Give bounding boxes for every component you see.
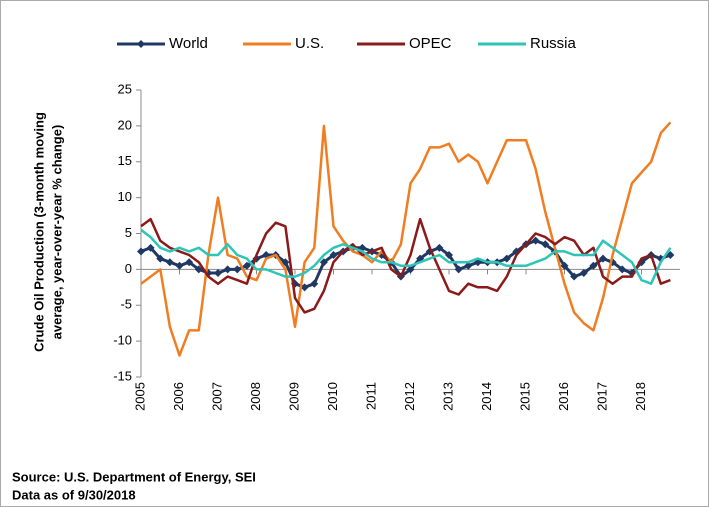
series-marker	[589, 261, 598, 270]
series-marker	[300, 283, 309, 292]
legend-label: U.S.	[295, 35, 324, 52]
y-tick-label: -5	[120, 297, 132, 312]
series-line	[140, 121, 672, 357]
y-tick-label: -15	[113, 368, 132, 383]
x-tick-label: 2005	[132, 382, 147, 411]
series-marker	[242, 261, 251, 270]
y-axis-label: average, year-over-year % change)	[49, 125, 64, 340]
y-tick-label: 15	[118, 153, 132, 168]
series-marker	[233, 265, 242, 274]
source-note: Data as of 9/30/2018	[12, 487, 136, 502]
series-marker	[175, 261, 184, 270]
series-marker	[445, 251, 453, 260]
series-marker	[599, 254, 607, 263]
series-marker	[541, 240, 550, 249]
y-tick-label: 25	[118, 81, 132, 96]
series-marker	[137, 247, 145, 256]
x-tick-label: 2010	[325, 382, 340, 411]
series-marker	[570, 272, 579, 281]
series-marker	[329, 251, 338, 260]
series-marker	[146, 243, 155, 252]
legend-label: World	[169, 35, 208, 52]
series-marker	[223, 265, 232, 274]
series-marker	[531, 236, 540, 245]
x-tick-label: 2011	[363, 382, 378, 410]
y-tick-label: 20	[118, 117, 132, 132]
source-note: Source: U.S. Department of Energy, SEI	[12, 469, 256, 484]
series-marker	[560, 261, 569, 270]
y-tick-label: -10	[113, 333, 132, 348]
y-axis-label: Crude Oil Production (3-month moving	[31, 112, 46, 352]
y-tick-label: 5	[125, 225, 132, 240]
x-tick-label: 2006	[171, 382, 186, 411]
x-tick-label: 2014	[479, 382, 494, 411]
series-marker	[185, 258, 194, 267]
series-marker	[579, 268, 588, 277]
x-tick-label: 2012	[402, 382, 417, 411]
x-tick-label: 2009	[286, 382, 301, 411]
series-marker	[618, 265, 627, 274]
y-tick-label: 0	[125, 261, 132, 276]
series-marker	[454, 265, 463, 274]
x-tick-label: 2016	[556, 382, 571, 411]
x-tick-label: 2017	[594, 382, 609, 411]
series-line	[140, 228, 672, 285]
series-marker	[310, 279, 319, 288]
series-marker	[156, 254, 165, 263]
legend-label: OPEC	[409, 35, 452, 52]
x-tick-label: 2018	[633, 382, 648, 411]
x-tick-label: 2008	[248, 382, 263, 411]
x-tick-label: 2013	[440, 382, 455, 411]
legend-label: Russia	[530, 35, 577, 52]
series-marker	[435, 243, 444, 252]
series-marker	[319, 258, 328, 267]
series-marker	[464, 261, 473, 270]
series-marker	[406, 265, 415, 274]
series-marker	[165, 258, 174, 267]
y-tick-label: 10	[118, 189, 132, 204]
series-marker	[214, 268, 222, 277]
series-marker	[502, 254, 511, 263]
x-tick-label: 2007	[209, 382, 224, 411]
legend-marker	[137, 40, 145, 48]
x-tick-label: 2015	[517, 382, 532, 411]
